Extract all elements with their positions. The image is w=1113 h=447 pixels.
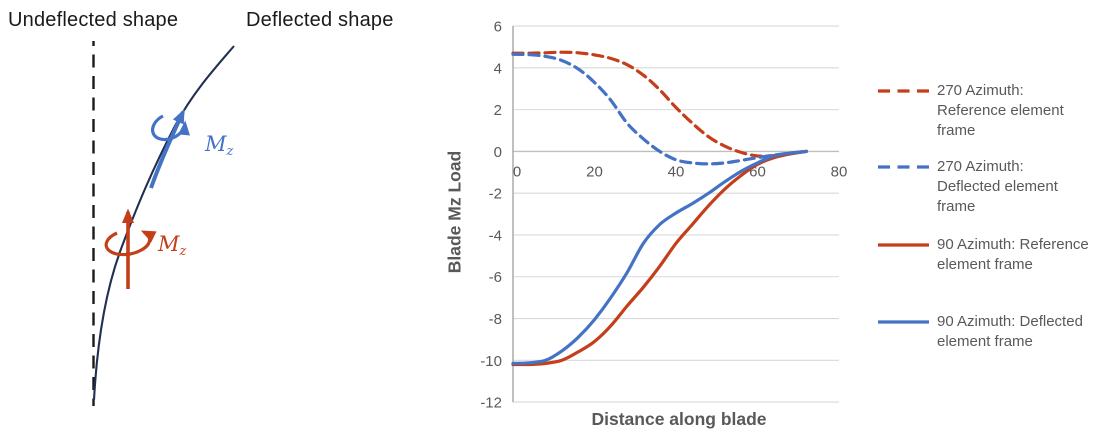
legend-entry-90-deflected: 90 Azimuth: Deflected element frame [877,312,1109,352]
legend-marker-dashed-red [878,89,929,93]
legend-entry-90-reference: 90 Azimuth: Reference element frame [877,235,1109,275]
mz-symbol: M [158,232,180,256]
chart-legend: 270 Azimuth: Reference element frame 270… [877,81,1109,352]
svg-text:6: 6 [494,19,502,36]
deflected-shape-label: Deflected shape [246,9,394,31]
mz-label-reference: Mz [158,232,186,259]
undeflected-shape-label: Undeflected shape [8,9,179,31]
legend-entry-270-reference: 270 Azimuth: Reference element frame [877,81,1109,141]
svg-text:80: 80 [831,163,848,180]
legend-label: 90 Azimuth: Reference element frame [937,236,1089,273]
svg-text:40: 40 [668,163,685,180]
svg-text:-12: -12 [480,395,502,412]
legend-marker-solid-blue [878,320,929,324]
svg-text:-10: -10 [480,353,502,370]
svg-text:4: 4 [494,60,502,77]
mz-subscript: z [179,244,187,259]
reference-moment-rotation-icon [104,230,157,257]
svg-text:0: 0 [513,163,521,180]
legend-label: 270 Azimuth: Reference element frame [937,82,1064,139]
legend-entry-270-deflected: 270 Azimuth: Deflected element frame [877,157,1109,217]
svg-text:-8: -8 [489,311,502,328]
mz-symbol: M [205,132,227,156]
blade-deflection-diagram [92,41,235,406]
deflected-element-moment-arrow [149,108,185,189]
svg-text:0: 0 [494,144,502,161]
svg-text:-6: -6 [489,269,502,286]
deflected-moment-rotation-icon [151,114,190,142]
x-axis-title: Distance along blade [591,409,767,429]
legend-label: 90 Azimuth: Deflected element frame [937,313,1083,350]
mz-label-deflected: Mz [205,132,233,159]
svg-text:20: 20 [586,163,603,180]
svg-text:-2: -2 [489,186,502,203]
legend-label: 270 Azimuth: Deflected element frame [937,158,1058,215]
deflected-blade-curve [92,45,235,401]
legend-marker-solid-red [878,243,929,247]
svg-text:2: 2 [494,102,502,119]
svg-text:-4: -4 [489,227,502,244]
y-axis-title: Blade Mz Load [444,150,465,274]
mz-subscript: z [226,144,234,159]
legend-marker-dashed-blue [878,165,929,169]
